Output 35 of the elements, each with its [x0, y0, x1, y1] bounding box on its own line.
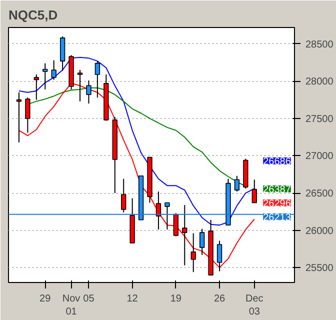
candlestick	[156, 191, 162, 230]
y-tick-label: 26000	[306, 226, 334, 237]
candlestick	[234, 175, 240, 192]
candlestick	[199, 228, 205, 256]
candlestick	[121, 178, 126, 213]
y-tick-label: 28500	[306, 39, 334, 50]
candlestick	[25, 97, 30, 134]
candlestick	[182, 204, 188, 266]
x-tick-label: 12	[126, 294, 138, 304]
x-tick-label: 19	[170, 294, 182, 304]
y-tick-label: 25500	[306, 263, 334, 274]
y-tick-label: 27500	[306, 114, 334, 125]
candlestick	[34, 74, 39, 100]
candlestick	[60, 36, 66, 72]
chart-title: NQC5,D	[8, 8, 58, 22]
x-tick-label: Dec 03	[246, 294, 264, 318]
y-tick-label: 26500	[306, 188, 334, 200]
x-tick-label: 05	[83, 294, 95, 304]
y-tick-label: 27000	[306, 151, 334, 162]
candlestick	[173, 212, 178, 237]
candlestick	[94, 60, 100, 98]
candlestick	[216, 240, 222, 272]
candlestick	[42, 62, 48, 90]
candlestick	[164, 202, 170, 230]
text: 26296	[263, 198, 292, 210]
x-tick-label: 26	[214, 294, 226, 304]
candlestick	[252, 179, 257, 204]
text: 26387	[263, 184, 292, 196]
x-tick-label: 29	[40, 294, 52, 304]
candlestick	[86, 80, 92, 104]
ref-line-label: 26213	[263, 212, 292, 224]
candlestick	[51, 60, 56, 80]
text: 26686	[263, 156, 292, 168]
y-tick-label: 28000	[306, 76, 334, 88]
x-tick-label: Nov 01	[62, 294, 80, 318]
